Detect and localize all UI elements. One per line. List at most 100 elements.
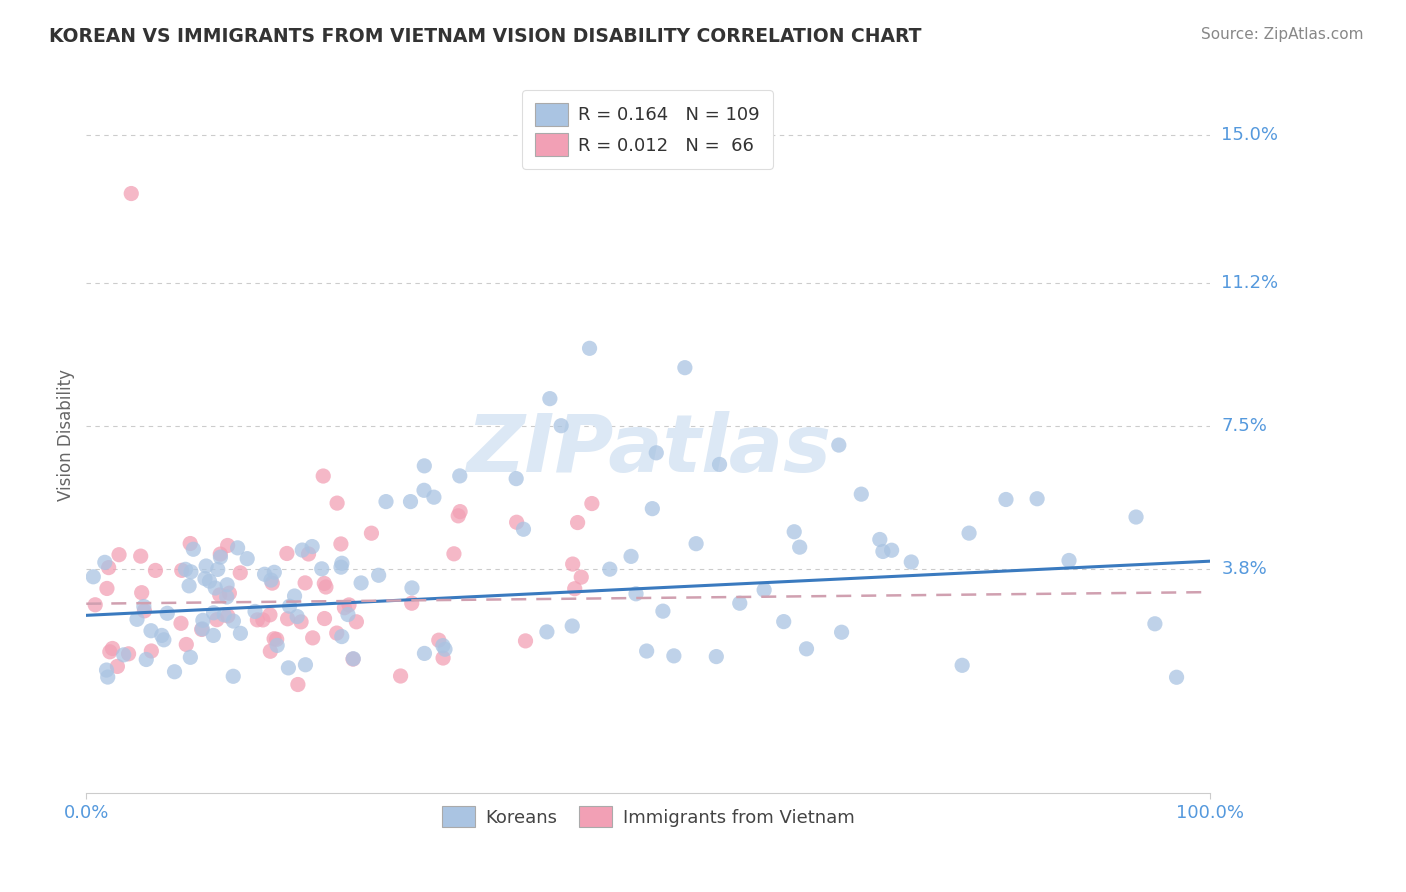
Point [170, 616, 193, 631]
Point [432, 651, 454, 665]
Point [82, 570, 104, 584]
Point [98, 645, 121, 659]
Point [229, 626, 252, 640]
Point [246, 613, 269, 627]
Point [880, 543, 903, 558]
Point [636, 644, 658, 658]
Text: 7.5%: 7.5% [1222, 417, 1267, 434]
Point [262, 576, 284, 591]
Text: 11.2%: 11.2% [1222, 274, 1278, 292]
Point [266, 639, 288, 653]
Point [344, 615, 367, 629]
Point [367, 568, 389, 582]
Point [375, 494, 398, 508]
Point [287, 677, 309, 691]
Point [561, 557, 583, 571]
Point [673, 360, 696, 375]
Point [301, 540, 323, 554]
Point [329, 537, 352, 551]
Point [129, 549, 152, 563]
Point [447, 508, 470, 523]
Point [326, 496, 349, 510]
Point [831, 625, 853, 640]
Point [156, 607, 179, 621]
Point [432, 639, 454, 653]
Point [183, 542, 205, 557]
Point [872, 544, 894, 558]
Point [297, 547, 319, 561]
Point [135, 652, 157, 666]
Point [198, 574, 221, 589]
Point [208, 588, 231, 602]
Text: KOREAN VS IMMIGRANTS FROM VIETNAM VISION DISABILITY CORRELATION CHART: KOREAN VS IMMIGRANTS FROM VIETNAM VISION… [49, 27, 922, 45]
Point [222, 614, 245, 628]
Point [105, 659, 128, 673]
Point [134, 604, 156, 618]
Point [645, 446, 668, 460]
Point [277, 612, 299, 626]
Point [204, 581, 226, 595]
Text: 3.8%: 3.8% [1222, 560, 1267, 578]
Point [536, 624, 558, 639]
Point [994, 492, 1017, 507]
Point [112, 648, 135, 662]
Point [218, 586, 240, 600]
Point [209, 550, 232, 565]
Point [217, 578, 239, 592]
Point [561, 619, 583, 633]
Point [423, 490, 446, 504]
Point [789, 540, 811, 554]
Point [312, 469, 335, 483]
Point [783, 524, 806, 539]
Point [202, 606, 225, 620]
Point [1125, 510, 1147, 524]
Point [108, 548, 131, 562]
Point [141, 644, 163, 658]
Point [179, 536, 201, 550]
Point [259, 644, 281, 658]
Point [132, 599, 155, 614]
Point [512, 522, 534, 536]
Point [131, 585, 153, 599]
Point [209, 547, 232, 561]
Point [515, 633, 537, 648]
Point [170, 563, 193, 577]
Point [360, 526, 382, 541]
Point [283, 589, 305, 603]
Point [301, 631, 323, 645]
Point [263, 632, 285, 646]
Point [179, 650, 201, 665]
Point [704, 649, 727, 664]
Point [217, 539, 239, 553]
Point [330, 560, 353, 574]
Point [333, 600, 356, 615]
Point [260, 573, 283, 587]
Point [641, 501, 664, 516]
Point [311, 562, 333, 576]
Point [212, 607, 235, 622]
Point [336, 607, 359, 622]
Point [285, 609, 308, 624]
Point [290, 615, 312, 629]
Point [97, 670, 120, 684]
Point [96, 663, 118, 677]
Point [229, 566, 252, 580]
Point [401, 596, 423, 610]
Point [449, 469, 471, 483]
Point [330, 630, 353, 644]
Point [215, 590, 238, 604]
Point [401, 581, 423, 595]
Point [957, 526, 980, 541]
Point [685, 537, 707, 551]
Point [180, 565, 202, 579]
Point [139, 624, 162, 638]
Point [599, 562, 621, 576]
Point [828, 438, 851, 452]
Point [252, 613, 274, 627]
Point [97, 560, 120, 574]
Point [752, 582, 775, 597]
Point [869, 533, 891, 547]
Point [294, 575, 316, 590]
Point [413, 458, 436, 473]
Point [207, 562, 229, 576]
